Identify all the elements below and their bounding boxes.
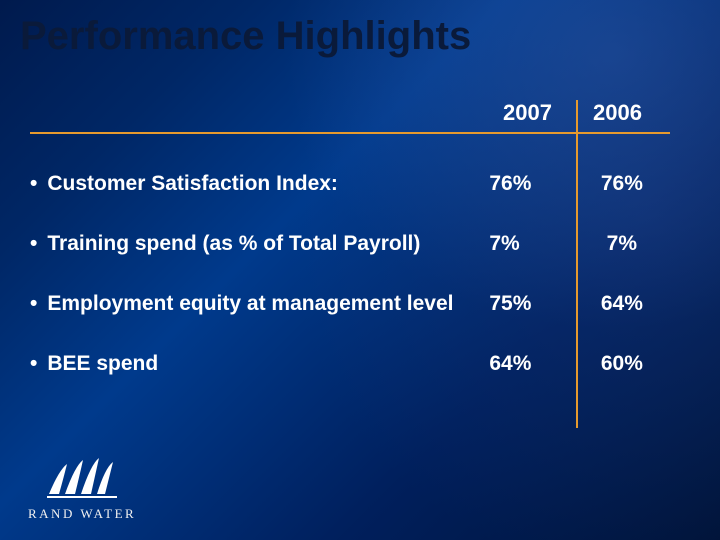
metric-label: BEE spend [47, 352, 477, 376]
table-body: • Customer Satisfaction Index: 76% 76% •… [30, 154, 680, 394]
header-spacer [30, 100, 485, 126]
value-2007: 75% [477, 292, 574, 316]
bullet-icon: • [30, 292, 37, 316]
brand-logo: RAND WATER [28, 456, 136, 522]
page-title: Performance Highlights [20, 14, 471, 59]
table-row: • BEE spend 64% 60% [30, 334, 680, 394]
table-row: • Employment equity at management level … [30, 274, 680, 334]
bullet-icon: • [30, 352, 37, 376]
value-2007: 64% [477, 352, 574, 376]
table-row: • Training spend (as % of Total Payroll)… [30, 214, 680, 274]
slide: Performance Highlights 2007 2006 • Custo… [0, 0, 720, 540]
table-row: • Customer Satisfaction Index: 76% 76% [30, 154, 680, 214]
value-2006: 64% [574, 292, 669, 316]
performance-table: 2007 2006 • Customer Satisfaction Index:… [30, 100, 680, 394]
value-2006: 7% [574, 232, 669, 256]
horizontal-divider [30, 132, 670, 134]
bullet-icon: • [30, 172, 37, 196]
value-2007: 76% [477, 172, 574, 196]
value-2006: 60% [574, 352, 669, 376]
value-2006: 76% [574, 172, 669, 196]
bullet-icon: • [30, 232, 37, 256]
vertical-divider [576, 100, 578, 428]
header-year-2006: 2006 [570, 100, 665, 126]
table-header-row: 2007 2006 [30, 100, 680, 126]
metric-label: Training spend (as % of Total Payroll) [47, 232, 477, 256]
metric-label: Customer Satisfaction Index: [47, 172, 477, 196]
metric-label: Employment equity at management level [47, 292, 477, 316]
brand-name: RAND WATER [28, 506, 136, 522]
value-2007: 7% [477, 232, 574, 256]
header-year-2007: 2007 [485, 100, 570, 126]
wave-icon [45, 456, 119, 502]
